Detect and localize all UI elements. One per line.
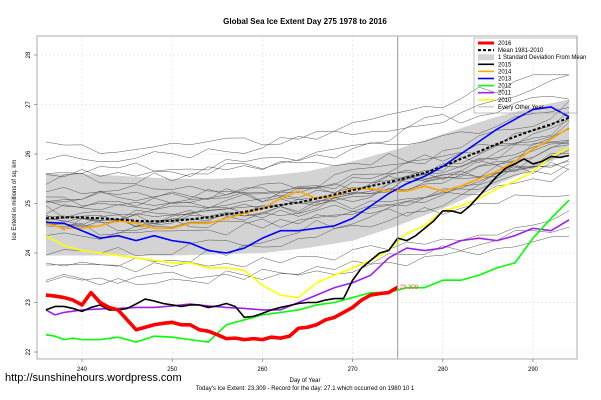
x-tick-label: 280 xyxy=(438,367,449,373)
legend-item: 2014 xyxy=(478,69,512,75)
y-axis: 22 23 24 25 26 27 28 xyxy=(26,51,37,355)
y-tick-label: 24 xyxy=(26,249,32,256)
legend-item: 2010 xyxy=(478,98,512,104)
std-dev-band-area xyxy=(45,99,570,256)
legend-label: 2015 xyxy=(498,62,512,68)
legend-swatch xyxy=(478,54,494,61)
legend-label: 2013 xyxy=(498,77,512,83)
legend-item: 2016 xyxy=(478,41,512,47)
x-tick-label: 250 xyxy=(167,367,178,373)
series-line-2010 xyxy=(45,147,570,299)
thin-year-line xyxy=(45,116,570,227)
thin-year-line xyxy=(45,152,570,240)
thin-year-line xyxy=(45,96,570,154)
series-line-2012 xyxy=(45,199,570,343)
y-tick-label: 22 xyxy=(26,348,32,355)
y-axis-label: Ice Extent in millions of sq. km xyxy=(12,160,18,241)
legend-item: Mean 1981-2010 xyxy=(478,48,544,54)
x-axis-label: Day of Year xyxy=(289,378,320,384)
series-lines xyxy=(45,106,570,343)
series-line-2014 xyxy=(45,127,570,230)
thin-year-line xyxy=(45,74,570,163)
watermark: http://sunshinehours.wordpress.com xyxy=(5,372,182,384)
x-tick-label: 260 xyxy=(257,367,268,373)
chart-subtitle: Today's Ice Extent: 23.309 - Record for … xyxy=(196,386,415,392)
current-value-label: 23.309 xyxy=(400,285,419,291)
y-tick-label: 26 xyxy=(26,150,32,157)
legend-label: 2014 xyxy=(498,69,512,75)
series-line-2013 xyxy=(45,106,570,254)
legend-label: Every Other Year xyxy=(498,105,544,111)
thin-year-line xyxy=(45,210,570,273)
thin-year-line xyxy=(45,139,570,230)
thin-year-line xyxy=(45,100,570,219)
x-tick-label: 290 xyxy=(528,367,539,373)
thin-year-line xyxy=(45,159,570,207)
thin-year-line xyxy=(45,111,570,208)
thin-year-line xyxy=(45,149,570,267)
legend-item: 2015 xyxy=(478,62,512,68)
thin-year-line xyxy=(45,128,570,178)
plot-border xyxy=(36,35,578,360)
legend-label: 2012 xyxy=(498,84,512,90)
legend-label: Mean 1981-2010 xyxy=(498,48,544,54)
thin-year-line xyxy=(45,226,570,286)
legend-item: 2013 xyxy=(478,77,512,83)
thin-year-line xyxy=(45,194,570,231)
thin-year-line xyxy=(45,106,570,174)
series-line-2016 xyxy=(45,285,399,342)
y-tick-label: 28 xyxy=(26,51,32,58)
series-line-mean-1981-2010 xyxy=(45,116,570,223)
y-tick-label: 23 xyxy=(26,299,32,306)
series-line-2015 xyxy=(45,154,570,319)
thin-year-line xyxy=(45,235,570,284)
legend-box xyxy=(473,37,578,114)
legend-item: 2012 xyxy=(478,84,512,90)
legend-label: 1 Standard Deviation From Mean xyxy=(498,55,586,61)
legend-label: 2010 xyxy=(498,98,512,104)
thin-year-line xyxy=(45,160,570,202)
thin-year-line xyxy=(45,122,570,236)
x-tick-label: 240 xyxy=(77,367,88,373)
legend-label: 2016 xyxy=(498,41,512,47)
y-tick-label: 25 xyxy=(26,200,32,207)
legend-item: 1 Standard Deviation From Mean xyxy=(478,54,586,61)
y-tick-label: 27 xyxy=(26,101,32,108)
thin-year-line xyxy=(45,141,570,203)
every-other-year-lines xyxy=(45,74,570,286)
thin-year-line xyxy=(45,74,570,185)
x-axis: 240 250 260 270 280 290 xyxy=(77,359,539,373)
legend-item: 2011 xyxy=(478,91,512,97)
legend-label: 2011 xyxy=(498,91,512,97)
thin-year-line xyxy=(45,140,570,257)
x-tick-label: 270 xyxy=(348,367,359,373)
legend-item: Every Other Year xyxy=(478,105,544,111)
chart-title: Global Sea Ice Extent Day 275 1978 to 20… xyxy=(223,17,387,26)
std-dev-band xyxy=(45,99,570,256)
